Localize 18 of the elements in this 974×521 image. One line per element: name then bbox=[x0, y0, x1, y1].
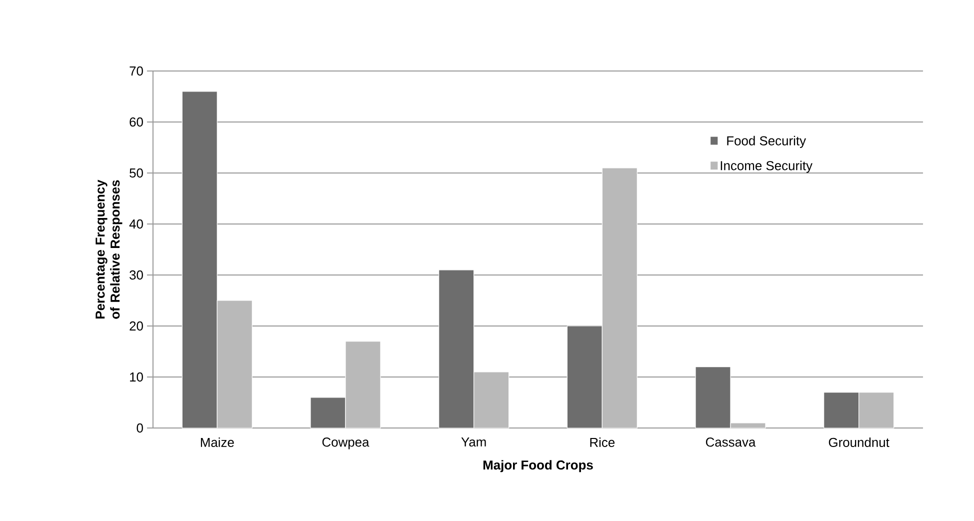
y-tick-label: 30 bbox=[130, 270, 143, 280]
x-tick-label: Yam bbox=[461, 438, 486, 447]
legend-label: Income Security bbox=[720, 160, 812, 173]
x-tick-label: Rice bbox=[590, 438, 615, 448]
x-tick-label: Cowpea bbox=[322, 438, 370, 450]
y-tick-label: 50 bbox=[130, 168, 143, 178]
y-tick-label: 10 bbox=[130, 372, 143, 382]
legend-label: Food Security bbox=[727, 136, 806, 148]
y-tick-label: 40 bbox=[129, 219, 143, 229]
x-tick-label: Cassava bbox=[706, 438, 756, 447]
y-tick-label: 20 bbox=[130, 321, 143, 331]
y-tick-label: 0 bbox=[136, 423, 143, 433]
x-tick-label: Maize bbox=[200, 438, 234, 448]
y-tick-label: 60 bbox=[130, 117, 143, 127]
y-tick-label: 70 bbox=[130, 66, 143, 76]
x-tick-label: Groundnut bbox=[828, 438, 890, 448]
y-axis-title: Percentage Frequency of Relative Responses bbox=[96, 180, 122, 319]
x-axis-title: Major Food Crops bbox=[483, 460, 593, 472]
